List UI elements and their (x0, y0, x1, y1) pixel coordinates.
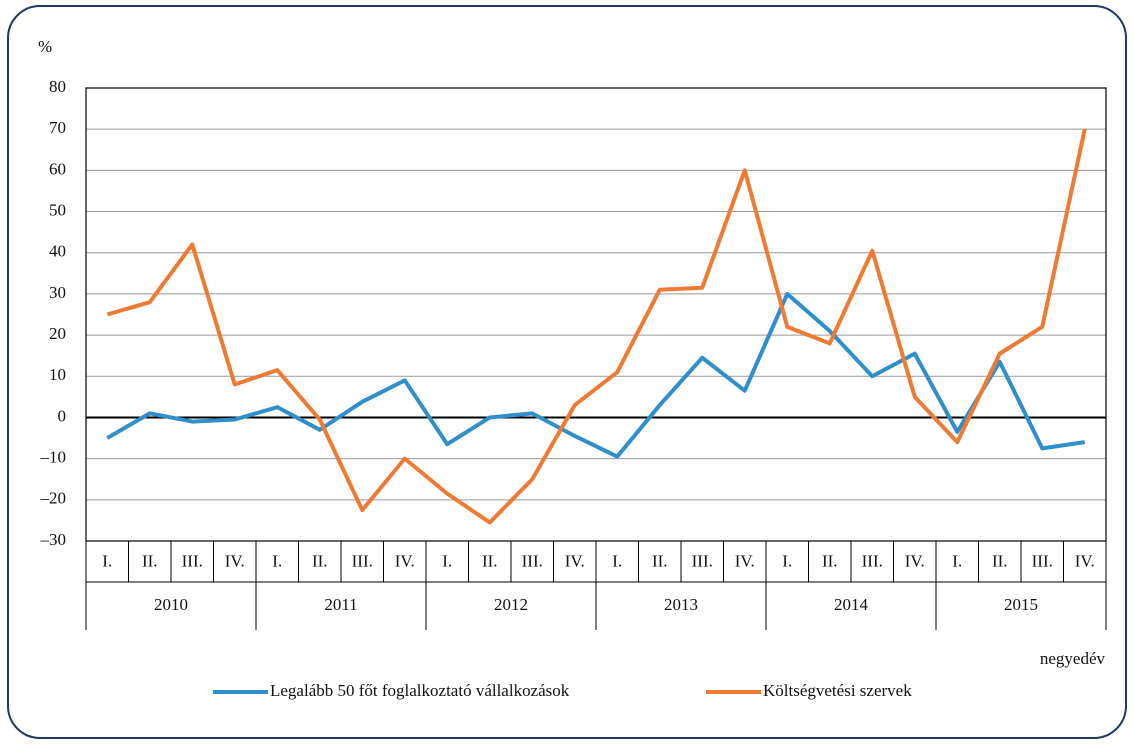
legend-label: Legalább 50 főt foglalkoztató vállalkozá… (270, 681, 570, 700)
x-tick-label: III. (862, 551, 883, 570)
x-tick-label: I. (782, 551, 792, 570)
x-tick-label: III. (692, 551, 713, 570)
x-tick-label: IV. (395, 551, 415, 570)
y-tick-label: –30 (40, 530, 67, 549)
x-tick-label: IV. (905, 551, 925, 570)
x-tick-label: I. (612, 551, 622, 570)
y-tick-label: 60 (49, 159, 66, 178)
x-tick-label: III. (1032, 551, 1053, 570)
series-line (106, 291, 1086, 459)
x-tick-label: II. (312, 551, 328, 570)
x-tick-label: IV. (225, 551, 245, 570)
year-label: 2012 (494, 595, 528, 614)
y-tick-label: 50 (49, 200, 66, 219)
y-tick-label: 70 (49, 118, 66, 137)
y-tick-label: –20 (40, 489, 67, 508)
year-label: 2011 (324, 595, 357, 614)
x-tick-label: II. (822, 551, 838, 570)
x-tick-label: II. (142, 551, 158, 570)
y-unit: % (38, 37, 52, 56)
year-label: 2013 (664, 595, 698, 614)
y-tick-label: 30 (49, 283, 66, 302)
y-tick-label: 10 (49, 365, 66, 384)
x-tick-label: II. (482, 551, 498, 570)
year-label: 2010 (154, 595, 188, 614)
x-tick-label: I. (952, 551, 962, 570)
x-label: negyedév (1040, 649, 1106, 668)
x-tick-label: I. (272, 551, 282, 570)
x-tick-label: I. (442, 551, 452, 570)
year-label: 2014 (834, 595, 869, 614)
y-tick-label: 40 (49, 242, 66, 261)
year-label: 2015 (1004, 595, 1038, 614)
y-tick-label: –10 (40, 448, 67, 467)
x-tick-label: III. (182, 551, 203, 570)
x-tick-label: I. (102, 551, 112, 570)
legend-label: Költségvetési szervek (763, 681, 912, 700)
x-tick-label: IV. (565, 551, 585, 570)
y-tick-label: 80 (49, 77, 66, 96)
series-line (106, 128, 1087, 525)
x-tick-label: III. (522, 551, 543, 570)
y-tick-label: 0 (58, 406, 67, 425)
x-tick-label: II. (652, 551, 668, 570)
frame (7, 5, 1127, 739)
x-tick-label: IV. (735, 551, 755, 570)
x-tick-label: IV. (1075, 551, 1095, 570)
x-tick-label: II. (992, 551, 1008, 570)
y-tick-label: 20 (49, 324, 66, 343)
x-tick-label: III. (352, 551, 373, 570)
